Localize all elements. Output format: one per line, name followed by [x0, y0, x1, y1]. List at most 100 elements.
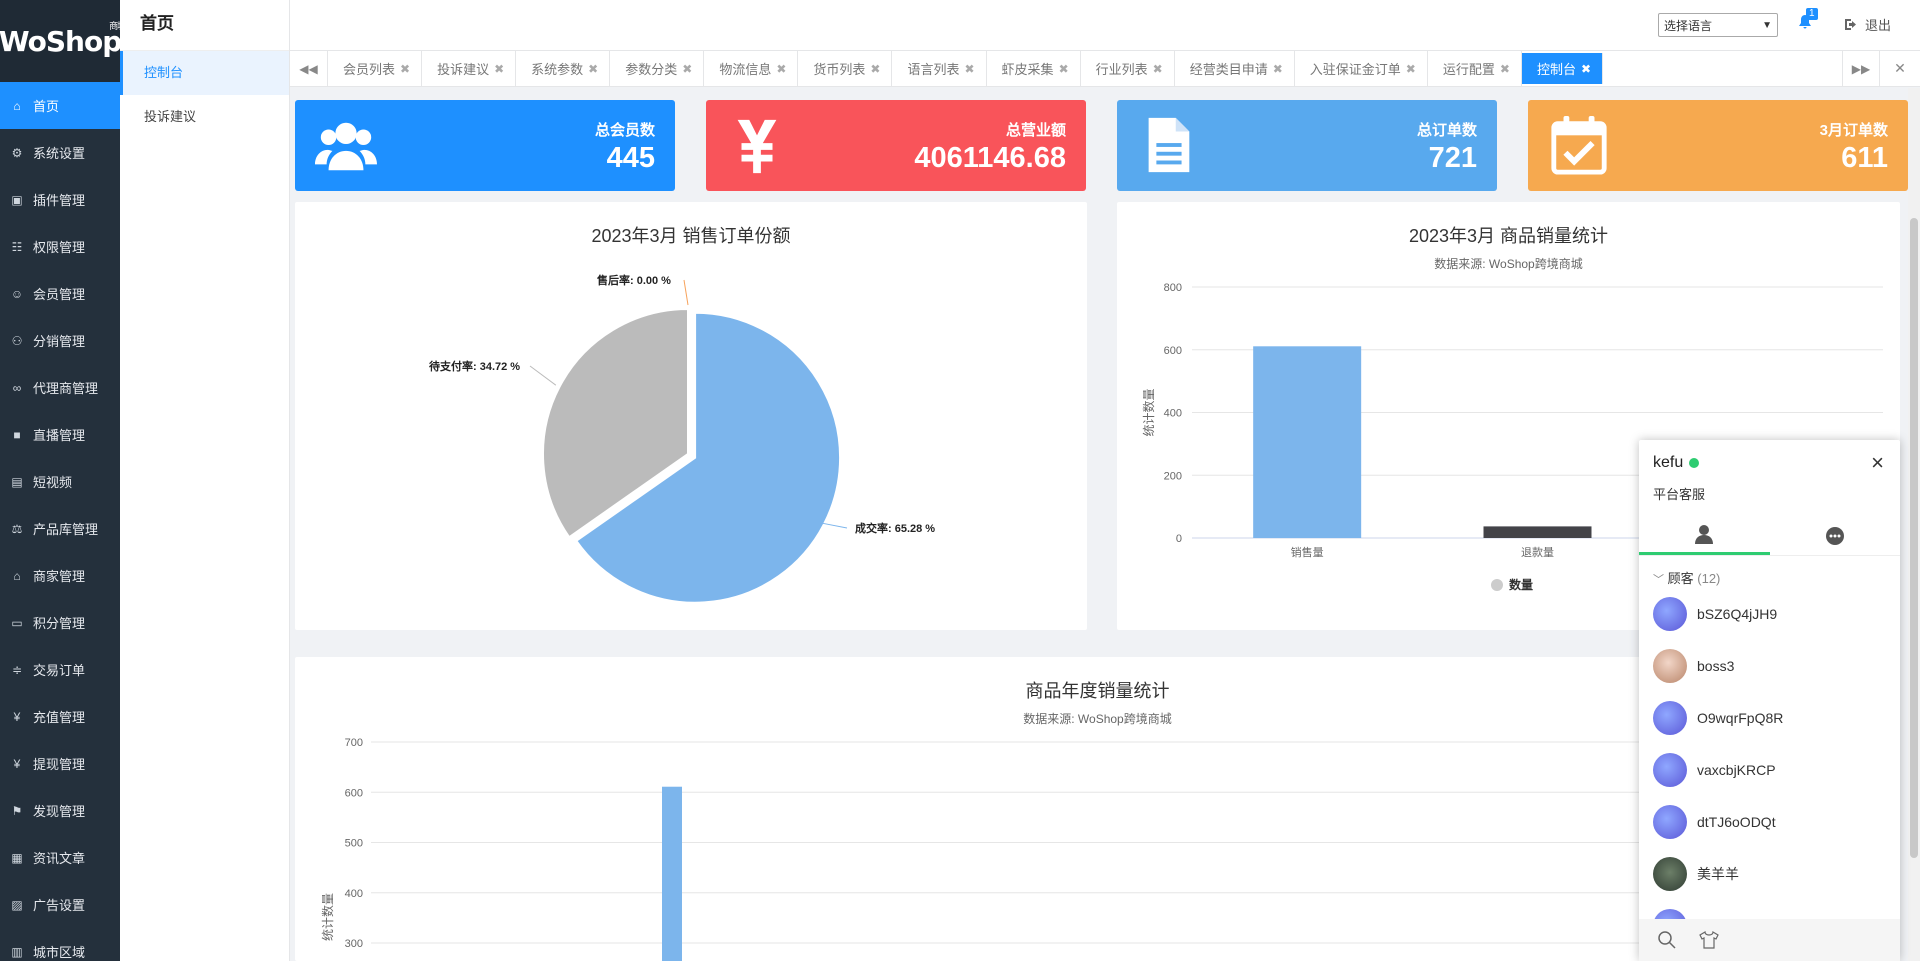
image-icon: ▨: [11, 897, 23, 912]
chart-title: 2023年3月 商品销量统计: [1408, 226, 1609, 246]
tab-close-icon[interactable]: ✖: [1152, 61, 1163, 76]
pie-data-label: 待支付率: 34.72 %: [428, 359, 520, 373]
tab-close-icon[interactable]: ✖: [776, 61, 787, 76]
y-tick-label: 500: [345, 838, 363, 850]
calendar-check-icon: [1551, 115, 1607, 175]
tab[interactable]: 行业列表 ✖: [1081, 51, 1175, 86]
menu-item-label: 权限管理: [33, 240, 86, 255]
tab-contacts[interactable]: [1639, 516, 1770, 555]
avatar: [1653, 857, 1687, 891]
menu-item[interactable]: ▨ 广告设置: [0, 881, 120, 928]
contact-item[interactable]: O9wqrFpQ8R: [1639, 692, 1900, 744]
menu-item[interactable]: ⚖ 产品库管理: [0, 505, 120, 552]
menu-item[interactable]: ▭ 积分管理: [0, 599, 120, 646]
tab[interactable]: 运行配置 ✖: [1428, 51, 1522, 86]
tab-label: 系统参数: [531, 62, 584, 77]
chat-footer: [1639, 919, 1900, 961]
menu-item[interactable]: ∞ 代理商管理: [0, 364, 120, 411]
menu-item[interactable]: ¥ 提现管理: [0, 740, 120, 787]
tab[interactable]: 虾皮采集 ✖: [987, 51, 1081, 86]
menu-item-label: 首页: [33, 99, 60, 114]
tab-close-icon[interactable]: ✖: [400, 61, 411, 76]
contact-group-header[interactable]: ﹀ 顾客 (12): [1653, 568, 1720, 587]
menu-item[interactable]: ▤ 短视频: [0, 458, 120, 505]
tab-close-icon[interactable]: ✖: [1272, 61, 1283, 76]
menu-item[interactable]: ⌂ 商家管理: [0, 552, 120, 599]
tab-close-icon[interactable]: ✖: [1499, 61, 1510, 76]
contact-item[interactable]: vaxcbjKRCP: [1639, 744, 1900, 796]
menu-item[interactable]: ▣ 插件管理: [0, 176, 120, 223]
tab-close-icon[interactable]: ✖: [682, 61, 693, 76]
menu-item[interactable]: ⚑ 发现管理: [0, 787, 120, 834]
logout-label: 退出: [1865, 18, 1892, 33]
contact-name: vaxcbjKRCP: [1697, 762, 1776, 778]
tab[interactable]: 系统参数 ✖: [516, 51, 611, 86]
tab-close-icon[interactable]: ✖: [1405, 61, 1416, 76]
scrollbar-thumb[interactable]: [1910, 218, 1918, 858]
menu-item[interactable]: ☷ 权限管理: [0, 223, 120, 270]
contact-item[interactable]: dtTJ6oODQt: [1639, 796, 1900, 848]
contact-name: bSZ6Q4jJH9: [1697, 606, 1778, 622]
menu-item-label: 积分管理: [33, 616, 86, 631]
avatar: [1653, 909, 1687, 920]
tab[interactable]: 物流信息 ✖: [704, 51, 799, 86]
tab[interactable]: 语言列表 ✖: [892, 51, 987, 86]
tab-close-icon[interactable]: ✖: [870, 61, 881, 76]
tab-label: 物流信息: [719, 62, 772, 77]
y-axis-label: 统计数量: [1141, 388, 1156, 436]
tab-close-icon[interactable]: ✖: [1058, 61, 1069, 76]
secondary-sidebar: 首页 控制台 投诉建议: [120, 0, 290, 961]
menu-item-label: 交易订单: [33, 663, 86, 678]
menu-item[interactable]: ▥ 城市区域: [0, 928, 120, 961]
page-scrollbar[interactable]: [1908, 88, 1920, 961]
scale-icon: ⚖: [11, 521, 23, 536]
tabs-scroll-left-button[interactable]: ◀◀: [290, 51, 328, 86]
contact-item[interactable]: boss3: [1639, 640, 1900, 692]
tab-close-icon[interactable]: ✖: [964, 61, 975, 76]
menu-item[interactable]: ≑ 交易订单: [0, 646, 120, 693]
tab[interactable]: 货币列表 ✖: [798, 51, 893, 86]
menu-item[interactable]: ⌂ 首页: [0, 82, 120, 129]
search-icon[interactable]: [1657, 930, 1677, 950]
contact-item[interactable]: 美羊羊: [1639, 848, 1900, 900]
menu-item[interactable]: ¥ 充值管理: [0, 693, 120, 740]
close-tabs-button[interactable]: ✕: [1880, 51, 1920, 86]
subnav-item-complaints[interactable]: 投诉建议: [120, 95, 289, 139]
contact-item[interactable]: bSZ6Q4jJH9: [1639, 588, 1900, 640]
flag-icon: ⚑: [11, 803, 23, 818]
tab[interactable]: 投诉建议 ✖: [422, 51, 517, 86]
tab[interactable]: 入驻保证金订单 ✖: [1295, 51, 1428, 86]
notification-button[interactable]: 1: [1798, 8, 1818, 35]
pie-chart-panel: 2023年3月 销售订单份额 成交率: 65.28 % 待支付率: 34.72 %…: [295, 202, 1087, 630]
tab[interactable]: 参数分类 ✖: [610, 51, 705, 86]
menu-item[interactable]: ⚙ 系统设置: [0, 129, 120, 176]
document-icon: [1148, 117, 1190, 173]
tab[interactable]: 经营类目申请 ✖: [1175, 51, 1295, 86]
tab-close-icon[interactable]: ✖: [1580, 61, 1592, 76]
language-select[interactable]: 选择语言 ▼: [1658, 13, 1778, 37]
menu-item[interactable]: ☺ 会员管理: [0, 270, 120, 317]
tab-close-icon[interactable]: ✖: [494, 61, 505, 76]
tab[interactable]: 控制台 ✖: [1521, 53, 1604, 84]
skin-icon[interactable]: [1699, 930, 1719, 950]
tab-close-icon[interactable]: ✖: [588, 61, 599, 76]
tab-bar: ◀◀ 会员列表 ✖ 投诉建议 ✖ 系统参数 ✖ 参数分类 ✖ 物流信息 ✖ 货币列表 ✖ 语言列表 ✖ 虾皮…: [290, 51, 1920, 87]
tab-conversations[interactable]: [1770, 516, 1901, 555]
tab[interactable]: 会员列表 ✖: [328, 51, 423, 86]
menu-item[interactable]: ■ 直播管理: [0, 411, 120, 458]
logout-button[interactable]: 退出: [1844, 15, 1891, 34]
sitemap-icon: ☷: [11, 239, 23, 254]
tabs-scroll-right-button[interactable]: ▶▶: [1842, 51, 1880, 86]
menu-item[interactable]: ⚇ 分销管理: [0, 317, 120, 364]
close-chat-button[interactable]: ×: [1871, 450, 1884, 476]
tab-label: 会员列表: [343, 62, 396, 77]
tab-label: 经营类目申请: [1189, 62, 1268, 77]
subnav-item-dashboard[interactable]: 控制台: [120, 51, 289, 95]
menu-item[interactable]: ▦ 资讯文章: [0, 834, 120, 881]
contact-item[interactable]: OJZKGrg58P: [1639, 900, 1900, 920]
bar: [1253, 346, 1362, 538]
contact-name: dtTJ6oODQt: [1697, 814, 1776, 830]
pie-chart: 成交率: 65.28 % 待支付率: 34.72 % 售后率: 0.00 %: [428, 273, 935, 604]
annual-bar-chart: 300 400 500 600 700 统计数量: [320, 737, 1795, 961]
logo[interactable]: WoShop 商城: [0, 0, 126, 82]
